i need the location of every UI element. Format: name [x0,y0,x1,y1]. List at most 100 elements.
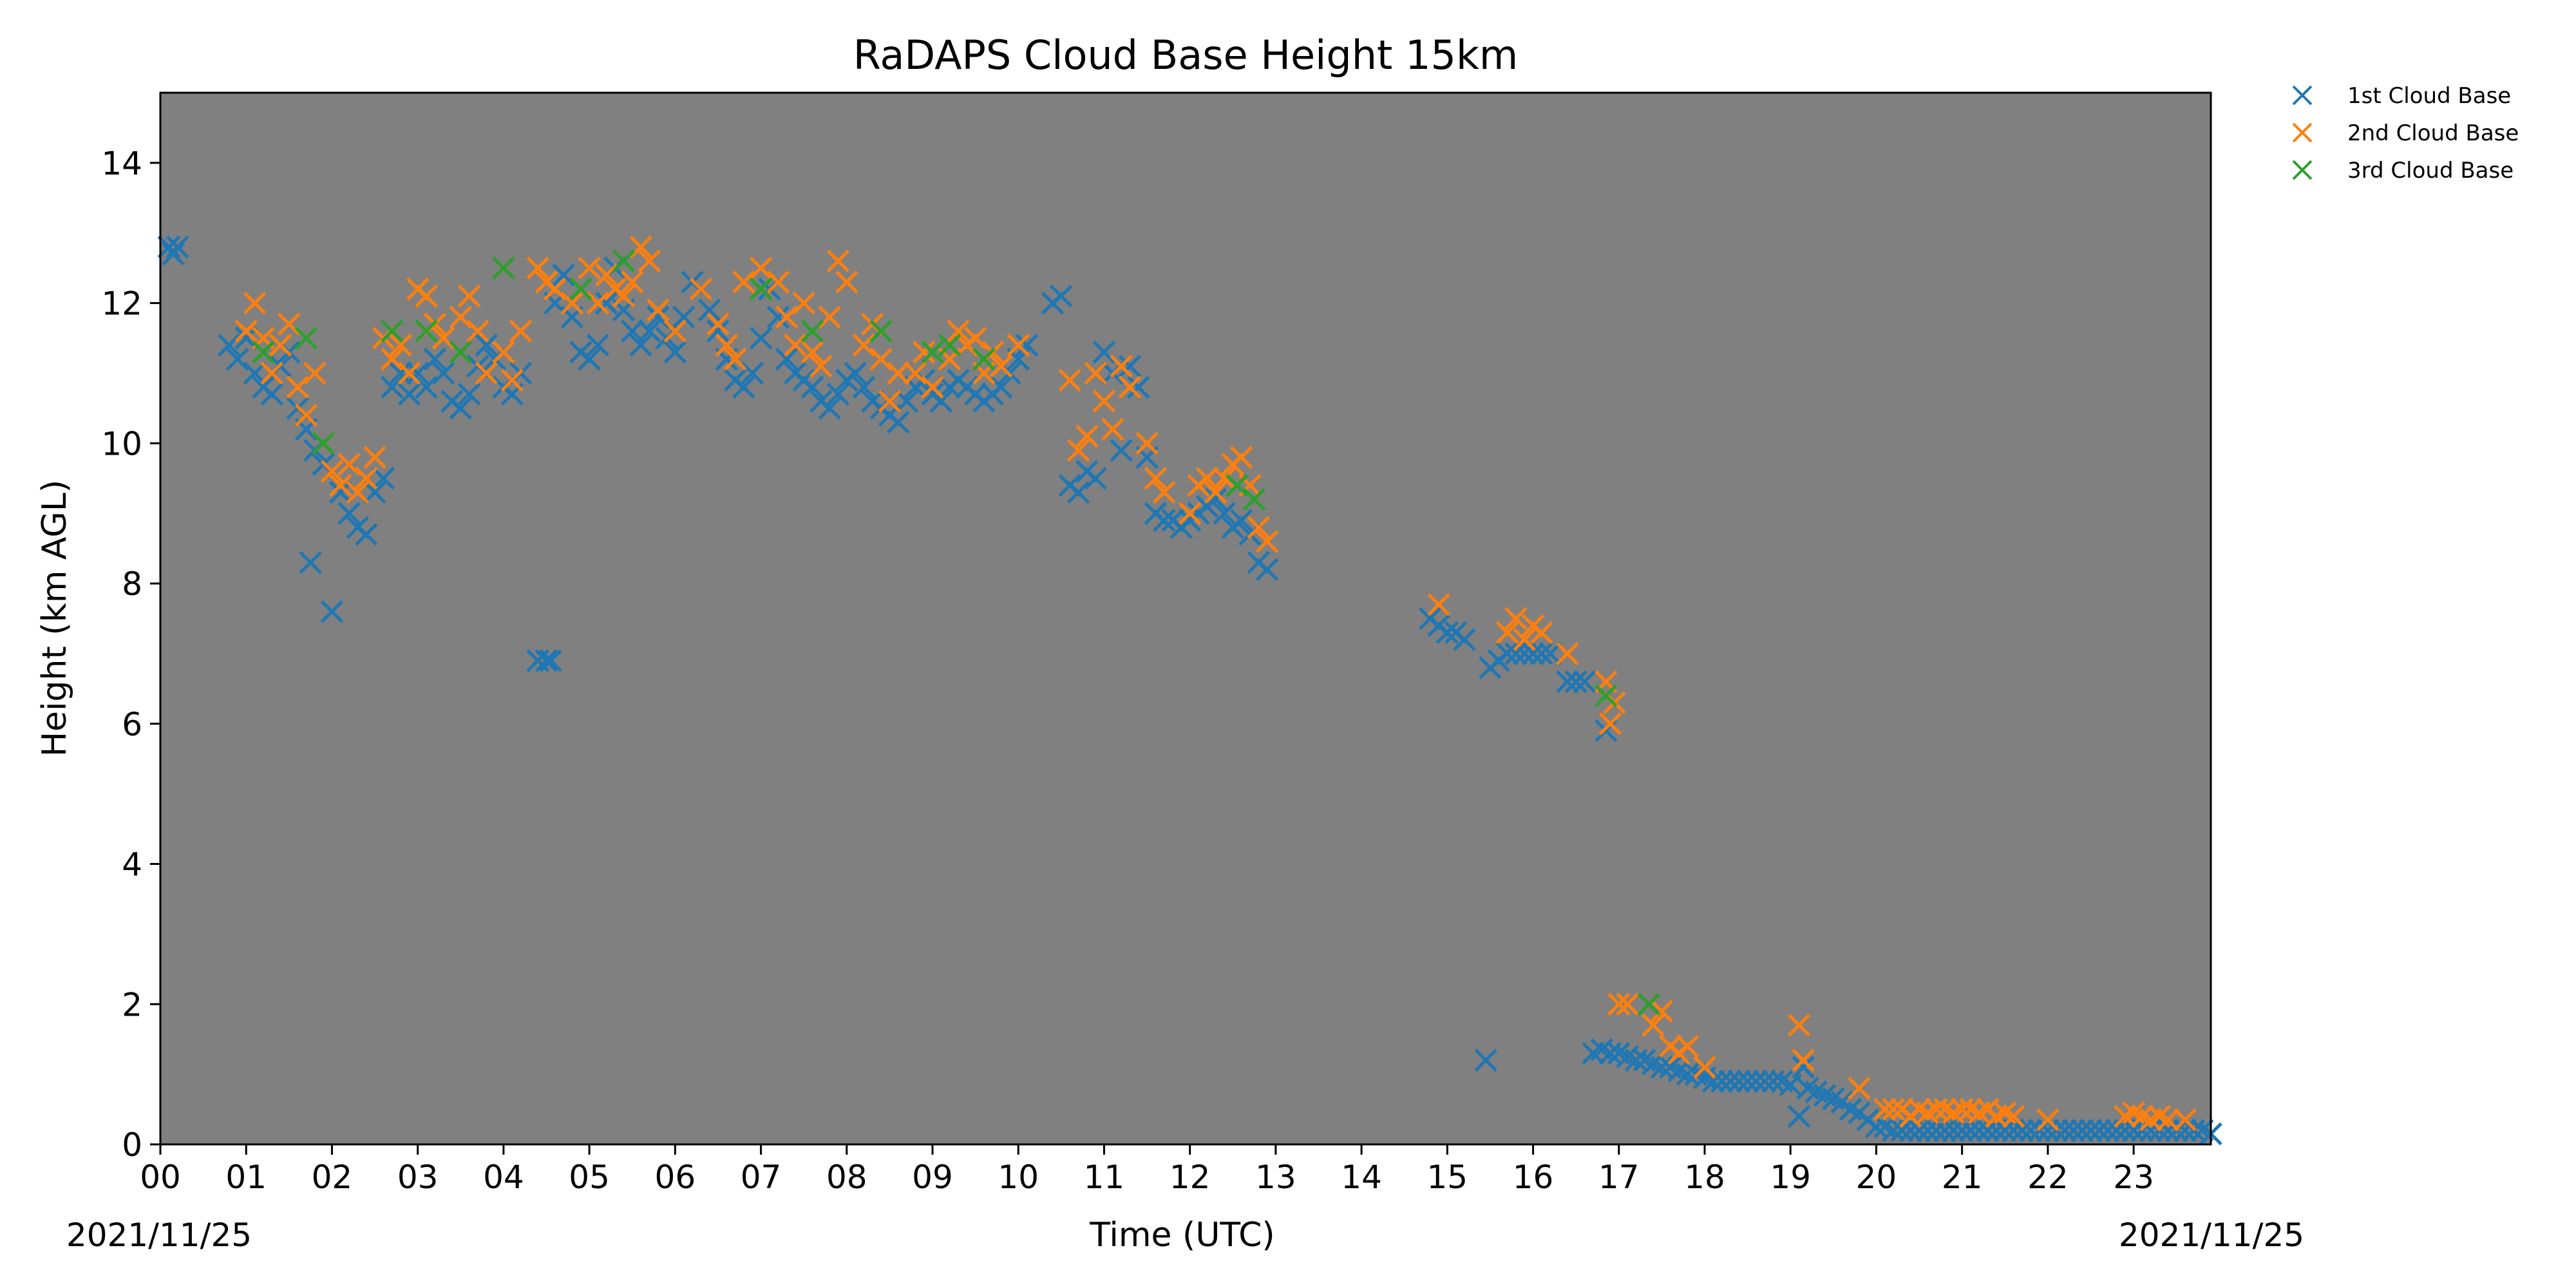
data-point [449,305,473,329]
data-point [1213,502,1236,525]
y-tick-label: 12 [101,285,142,323]
x-tick-label: 03 [397,1159,439,1196]
data-point [1792,1056,1815,1079]
data-point [800,341,824,364]
data-point [1924,1119,1948,1142]
data-point [1015,334,1039,357]
data-point [810,354,833,378]
data-point [294,327,318,350]
data-point [1435,621,1459,645]
data-point [904,361,927,385]
data-points-layer [157,235,2222,1146]
data-point [620,319,644,343]
data-point [1084,361,1107,385]
data-point [320,460,344,483]
data-point [500,368,524,392]
data-point [612,249,636,273]
data-point [303,361,327,385]
data-point [1066,439,1090,462]
data-point [612,284,636,308]
data-point [415,375,438,399]
data-point [363,480,386,504]
data-point [1110,439,1133,462]
data-point [784,334,807,357]
data-point [337,453,361,476]
legend-marker [2292,160,2313,180]
data-point [1255,558,1279,582]
x-tick-label: 10 [998,1159,1039,1196]
data-point [775,347,799,371]
data-point [672,305,696,329]
data-point [1976,1119,2000,1142]
x-tick-label: 12 [1170,1159,1211,1196]
data-point [1213,466,1236,490]
data-point [2156,1108,2180,1132]
y-axis-label: Height (km AGL) [35,480,74,757]
data-point [1152,480,1176,504]
data-point [749,278,773,301]
data-point [715,334,739,357]
data-point [226,347,249,371]
data-point [792,291,815,315]
data-point [1676,1034,1700,1058]
x-tick-label: 16 [1513,1159,1554,1196]
data-point [1650,1056,1674,1079]
data-point [646,305,670,329]
data-point [1101,417,1124,441]
x-tick-label: 14 [1341,1159,1382,1196]
data-point [1745,1070,1768,1093]
data-point [749,327,773,350]
data-point [1637,992,1661,1016]
data-point [1135,431,1159,455]
data-point [406,361,430,385]
data-point [526,256,549,279]
data-point [166,235,189,259]
data-point [638,319,661,343]
y-tick-label: 6 [122,706,142,743]
data-point [629,334,652,357]
data-point [1092,341,1116,364]
x-tick-label: 05 [569,1159,610,1196]
data-point [594,263,618,287]
data-point [629,235,652,259]
data-point [921,375,944,399]
data-point [2156,1119,2180,1142]
data-point [638,249,661,273]
data-point [1598,1041,1622,1065]
data-point [1195,466,1219,490]
data-point [800,375,824,399]
data-point [1642,1014,1665,1037]
data-point [380,375,404,399]
y-tick-label: 2 [122,986,142,1023]
data-point [492,256,515,279]
data-point [2105,1119,2128,1142]
data-point [1084,466,1107,490]
data-point [1787,1014,1811,1037]
data-point [389,361,412,385]
x-tick-label: 22 [2027,1159,2069,1196]
data-point [963,327,987,350]
data-point [1242,488,1266,511]
x-tick-label: 06 [655,1159,696,1196]
data-point [1110,354,1133,378]
data-point [723,347,747,371]
x-tick-label: 13 [1255,1159,1296,1196]
data-point [1118,354,1142,378]
data-point [539,649,562,672]
data-point [1564,670,1587,694]
data-point [252,341,275,364]
data-point [1178,502,1202,525]
data-point [732,270,755,294]
y-axis-ticks: 0 2 4 6 8 10 12 14 [101,145,160,1164]
data-point [2079,1119,2103,1142]
data-point [1204,480,1227,504]
data-point [1864,1115,1888,1139]
data-point [1495,621,1519,645]
data-point [354,466,378,490]
data-point [2062,1119,2085,1142]
legend-label: 2nd Cloud Base [2347,120,2519,146]
data-point [586,291,610,315]
data-point [697,298,721,322]
data-point [162,242,185,266]
data-point [938,334,961,357]
